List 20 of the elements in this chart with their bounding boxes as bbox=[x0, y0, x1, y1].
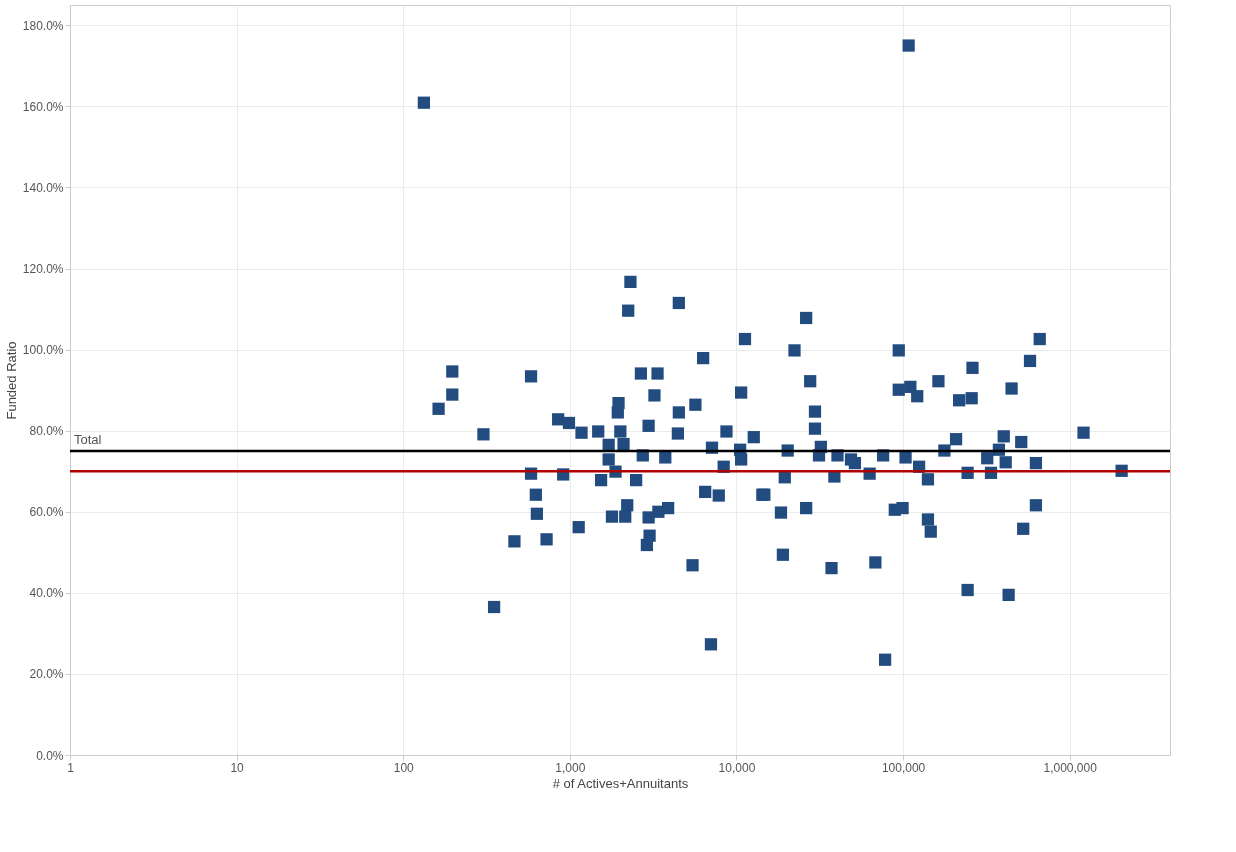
x-tick-label: 1,000 bbox=[555, 760, 586, 775]
y-tick-label: 60.0% bbox=[29, 505, 64, 520]
ref-line-label: Total bbox=[74, 431, 102, 447]
y-tick-label: 160.0% bbox=[22, 99, 64, 114]
y-tick-label: 180.0% bbox=[22, 18, 64, 33]
y-tick-label: 120.0% bbox=[22, 262, 64, 277]
y-axis-title: Funded Ratio bbox=[3, 341, 19, 420]
x-tick-label: 100,000 bbox=[881, 760, 926, 775]
x-tick-label: 10 bbox=[230, 760, 245, 775]
x-axis-title: # of Actives+Annuitants bbox=[552, 775, 689, 791]
y-tick-label: 140.0% bbox=[22, 180, 64, 195]
y-tick-label: 0.0% bbox=[36, 748, 64, 763]
y-tick-label: 40.0% bbox=[29, 586, 64, 601]
x-tick-label: 100 bbox=[393, 760, 415, 775]
x-tick-label: 1 bbox=[67, 760, 75, 775]
x-tick-label: 10,000 bbox=[718, 760, 756, 775]
y-tick-label: 80.0% bbox=[29, 424, 64, 439]
y-tick-label: 100.0% bbox=[22, 343, 64, 358]
x-tick-label: 1,000,000 bbox=[1043, 760, 1098, 775]
y-tick-label: 20.0% bbox=[29, 667, 64, 682]
